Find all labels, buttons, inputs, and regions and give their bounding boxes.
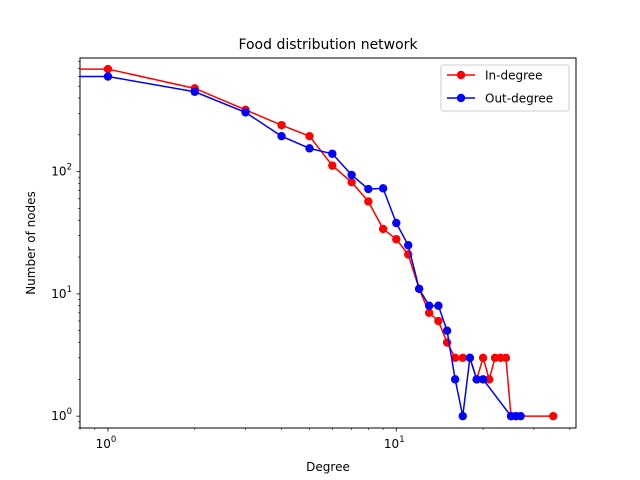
- legend-label-out-degree: Out-degree: [485, 92, 553, 106]
- data-point-in-degree: [347, 177, 356, 187]
- data-point-in-degree: [458, 353, 467, 363]
- data-point-in-degree: [328, 161, 337, 170]
- data-point-out-degree: [478, 375, 488, 384]
- x-tick-label: 101: [384, 435, 405, 451]
- y-axis-label: Number of nodes: [24, 191, 38, 295]
- data-point-out-degree: [414, 284, 424, 294]
- legend-label-in-degree: In-degree: [485, 69, 543, 83]
- data-point-out-degree: [103, 72, 113, 81]
- x-axis-label: Degree: [306, 460, 350, 474]
- data-point-out-degree: [364, 184, 373, 194]
- data-point-out-degree: [404, 241, 413, 250]
- legend: In-degree Out-degree: [440, 64, 570, 112]
- data-point-in-degree: [103, 64, 113, 74]
- data-point-out-degree: [190, 87, 199, 96]
- series-group: [80, 64, 558, 421]
- y-tick-label: 102: [51, 163, 72, 179]
- data-point-out-degree: [328, 149, 337, 158]
- data-point-out-degree: [378, 184, 388, 193]
- data-point-out-degree: [241, 108, 250, 117]
- data-point-in-degree: [364, 197, 373, 206]
- data-point-in-degree: [392, 235, 401, 244]
- data-point-in-degree: [484, 375, 494, 384]
- plot-frame: [79, 57, 577, 429]
- x-tick-label: 100: [96, 435, 117, 451]
- data-point-in-degree: [424, 308, 434, 318]
- data-point-out-degree: [458, 411, 467, 421]
- data-point-in-degree: [548, 411, 558, 421]
- chart-title: Food distribution network: [238, 37, 418, 53]
- data-point-out-degree: [424, 301, 434, 310]
- data-point-out-degree: [450, 375, 460, 384]
- data-point-in-degree: [450, 353, 460, 363]
- data-point-in-degree: [378, 224, 388, 234]
- data-point-out-degree: [277, 131, 286, 141]
- data-point-out-degree: [305, 144, 314, 153]
- data-point-out-degree: [516, 411, 525, 421]
- legend-marker-out-degree: [456, 93, 466, 103]
- legend-box: [440, 64, 570, 112]
- data-point-in-degree: [501, 353, 511, 363]
- data-point-in-degree: [434, 316, 443, 326]
- data-point-in-degree: [305, 131, 314, 141]
- data-point-out-degree: [392, 218, 401, 228]
- series-layer: [80, 64, 558, 421]
- data-point-out-degree: [347, 170, 356, 180]
- data-point-in-degree: [478, 353, 488, 363]
- data-point-out-degree: [472, 375, 481, 384]
- data-point-in-degree: [277, 120, 286, 130]
- y-tick-label: 100: [51, 407, 72, 423]
- y-tick-label: 101: [51, 285, 72, 301]
- data-point-out-degree: [434, 301, 443, 310]
- legend-marker-in-degree: [456, 70, 466, 80]
- data-point-out-degree: [442, 326, 452, 335]
- data-point-out-degree: [465, 353, 475, 363]
- axis-ticks: 100 101 100 101 102: [51, 60, 571, 451]
